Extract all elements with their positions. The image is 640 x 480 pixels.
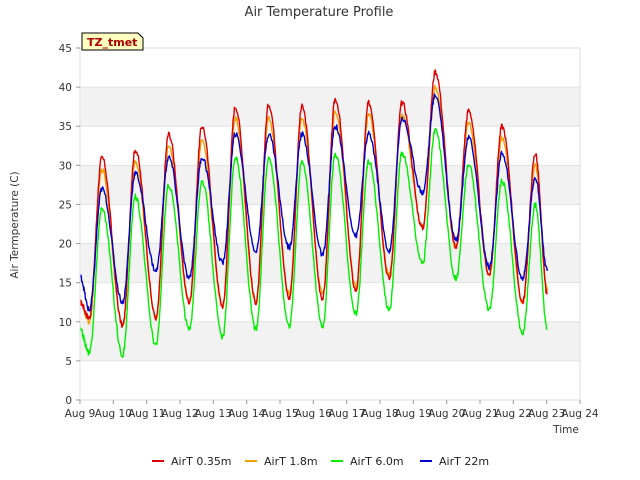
legend: AirT 0.35m AirT 1.8m AirT 6.0m AirT 22m xyxy=(152,455,489,468)
grid-band xyxy=(80,87,580,127)
x-tick-label: Aug 11 xyxy=(128,408,165,420)
series-line xyxy=(79,127,548,358)
grid-band xyxy=(80,282,580,322)
x-tick-label: Aug 21 xyxy=(461,408,498,420)
x-tick-label: Aug 17 xyxy=(328,408,365,420)
tag-box: TZ_tmet xyxy=(81,32,144,51)
x-tick-label: Aug 9 xyxy=(65,408,96,420)
x-tick-label: Aug 20 xyxy=(428,408,465,420)
x-tick-label: Aug 15 xyxy=(261,408,298,420)
grid-band xyxy=(80,243,580,283)
legend-item: AirT 6.0m xyxy=(331,455,404,468)
y-tick-label: 0 xyxy=(65,395,72,407)
legend-item: AirT 22m xyxy=(420,455,489,468)
y-tick-label: 45 xyxy=(59,43,72,55)
legend-label: AirT 0.35m xyxy=(171,455,232,468)
legend-label: AirT 22m xyxy=(439,455,489,468)
legend-item: AirT 1.8m xyxy=(245,455,318,468)
legend-label: AirT 1.8m xyxy=(264,455,318,468)
y-tick-label: 10 xyxy=(59,317,72,329)
series-line xyxy=(79,93,548,312)
chart-title: Air Temperature Profile xyxy=(245,5,394,20)
y-tick-label: 15 xyxy=(59,278,72,290)
grid-band xyxy=(80,48,580,88)
grid-band xyxy=(80,360,580,400)
y-tick-label: 40 xyxy=(59,82,72,94)
y-tick-label: 20 xyxy=(59,239,72,251)
series-line xyxy=(79,69,548,328)
x-tick-label: Aug 19 xyxy=(395,408,432,420)
x-tick-label: Aug 12 xyxy=(161,408,198,420)
x-tick-label: Aug 22 xyxy=(495,408,532,420)
x-axis-title: Time xyxy=(552,424,579,436)
x-tick-label: Aug 23 xyxy=(528,408,565,420)
x-tick-label: Aug 10 xyxy=(95,408,132,420)
x-tick-label: Aug 13 xyxy=(195,408,232,420)
series-layer xyxy=(79,69,548,358)
y-tick-label: 5 xyxy=(65,356,72,368)
grid-band xyxy=(80,321,580,361)
y-tick-label: 30 xyxy=(59,160,72,172)
tag-label: TZ_tmet xyxy=(87,36,137,49)
x-tick-label: Aug 14 xyxy=(228,408,266,420)
y-axis-title: Air Termperature (C) xyxy=(9,171,21,278)
x-tick-label: Aug 24 xyxy=(561,408,599,420)
x-tick-label: Aug 18 xyxy=(361,408,398,420)
y-tick-label: 25 xyxy=(59,199,72,211)
legend-label: AirT 6.0m xyxy=(350,455,404,468)
plot-frame xyxy=(79,47,581,401)
x-tick-label: Aug 16 xyxy=(295,408,333,420)
y-tick-label: 35 xyxy=(59,121,72,133)
legend-item: AirT 0.35m xyxy=(152,455,232,468)
